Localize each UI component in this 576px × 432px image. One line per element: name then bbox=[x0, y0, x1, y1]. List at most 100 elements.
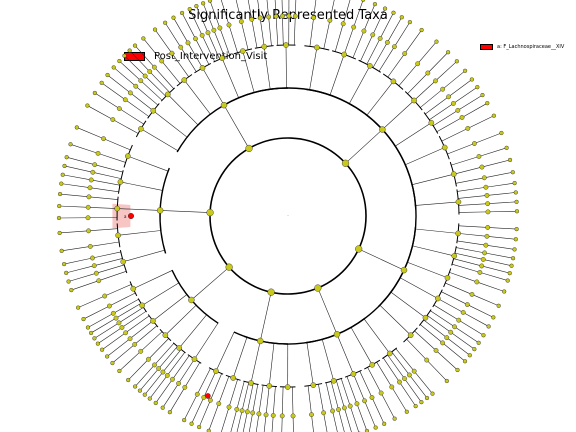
cladogram-edge bbox=[415, 228, 459, 234]
cladogram-node-318 bbox=[283, 42, 289, 48]
cladogram-node-286 bbox=[159, 58, 165, 64]
cladogram-edge bbox=[94, 258, 123, 266]
cladogram-node-319 bbox=[273, 13, 279, 19]
cladogram-edge bbox=[454, 252, 484, 260]
cladogram-edge bbox=[148, 338, 169, 360]
cladogram-node-170 bbox=[226, 404, 232, 410]
cladogram-node-38 bbox=[450, 101, 456, 106]
cladogram-node-216 bbox=[113, 315, 119, 321]
cladogram-edge bbox=[433, 304, 459, 321]
cladogram-edge bbox=[399, 277, 438, 299]
cladogram-node-291 bbox=[178, 44, 184, 50]
cladogram-edge bbox=[487, 210, 517, 213]
cladogram-node-300 bbox=[205, 30, 211, 36]
cladogram-edge bbox=[189, 9, 203, 36]
cladogram-edge bbox=[266, 0, 269, 17]
cladogram-edge bbox=[130, 92, 154, 111]
cladogram-edge bbox=[149, 375, 168, 399]
cladogram-node-74 bbox=[451, 253, 458, 259]
cladogram-node-37 bbox=[469, 77, 474, 82]
cladogram-edge bbox=[181, 12, 196, 39]
cladogram-node-240 bbox=[57, 230, 62, 236]
cladogram-edge bbox=[109, 292, 136, 307]
cladogram-node-127 bbox=[382, 421, 387, 426]
cladogram-edge bbox=[433, 110, 458, 126]
cladogram-edge bbox=[118, 230, 161, 236]
cladogram-node-90 bbox=[491, 315, 496, 320]
cladogram-node-100 bbox=[444, 335, 450, 341]
cladogram-node-67 bbox=[455, 230, 461, 237]
cladogram-edge bbox=[437, 298, 464, 313]
cladogram-node-199 bbox=[162, 332, 169, 338]
cladogram-node-137 bbox=[336, 407, 341, 412]
side-legend-label: a: F_Lachnospiraceae__XIV bbox=[497, 44, 565, 50]
cladogram-edge bbox=[160, 210, 211, 213]
cladogram-node-26 bbox=[415, 61, 421, 67]
cladogram-edge bbox=[448, 79, 473, 98]
cladogram-edge bbox=[275, 16, 279, 46]
cladogram-node-262 bbox=[245, 144, 253, 153]
cladogram-node-61 bbox=[485, 201, 491, 207]
cladogram-node-50 bbox=[476, 154, 482, 159]
cladogram-node-280 bbox=[122, 53, 127, 58]
cladogram-node-237 bbox=[87, 244, 93, 249]
cladogram-edge bbox=[390, 291, 426, 318]
cladogram-edge bbox=[104, 284, 132, 297]
cladogram-node-144 bbox=[309, 412, 314, 418]
cladogram-node-293 bbox=[185, 40, 191, 46]
cladogram-edge bbox=[64, 165, 93, 173]
cladogram-node-12 bbox=[361, 28, 367, 34]
cladogram-edge bbox=[379, 12, 394, 39]
cladogram-node-253 bbox=[90, 169, 96, 175]
cladogram-node-86 bbox=[469, 292, 475, 297]
cladogram-edge bbox=[68, 272, 97, 282]
cladogram-edge bbox=[309, 47, 318, 90]
cladogram-node-314 bbox=[257, 15, 263, 21]
cladogram-node-323 bbox=[286, 13, 292, 19]
cladogram-edge bbox=[395, 122, 432, 147]
cladogram-edge bbox=[213, 30, 225, 58]
cladogram-edge bbox=[409, 374, 428, 399]
cladogram-node-272 bbox=[127, 90, 133, 96]
cladogram-node-266 bbox=[85, 103, 90, 108]
cladogram-edge bbox=[263, 414, 267, 432]
cladogram-edge bbox=[242, 51, 255, 93]
cladogram-node-70 bbox=[484, 233, 490, 239]
cladogram-edge bbox=[144, 371, 164, 395]
cladogram-node-231 bbox=[66, 279, 71, 284]
cladogram-node-249 bbox=[87, 185, 93, 191]
cladogram-edge bbox=[360, 34, 374, 62]
cladogram-node-78 bbox=[509, 263, 514, 268]
cladogram-node-224 bbox=[76, 305, 81, 310]
cladogram-edge bbox=[446, 337, 470, 356]
cladogram-edge bbox=[209, 0, 221, 29]
cladogram-node-176 bbox=[197, 424, 202, 430]
cladogram-node-218 bbox=[110, 310, 116, 316]
cladogram-node-30 bbox=[445, 50, 451, 55]
cladogram-node-147 bbox=[257, 337, 264, 345]
cladogram-edge bbox=[219, 27, 231, 56]
cladogram-node-260 bbox=[101, 136, 106, 142]
cladogram-node-223 bbox=[102, 293, 108, 299]
cladogram-node-169 bbox=[230, 375, 236, 381]
cladogram-edge bbox=[268, 343, 275, 387]
cladogram-node-115 bbox=[424, 395, 430, 401]
cladogram-edge bbox=[318, 384, 324, 413]
cladogram-edge bbox=[260, 292, 272, 342]
cladogram-node-264 bbox=[138, 125, 144, 132]
cladogram-edge bbox=[407, 72, 429, 94]
cladogram-edge bbox=[329, 0, 335, 21]
cladogram-node-296 bbox=[179, 10, 185, 16]
cladogram-edge bbox=[483, 259, 512, 267]
cladogram-node-271 bbox=[99, 80, 104, 85]
cladogram-edge bbox=[376, 362, 393, 388]
cladogram-edge bbox=[441, 128, 468, 142]
cladogram-node-203 bbox=[117, 368, 122, 374]
cladogram-edge bbox=[202, 3, 215, 31]
cladogram-node-27 bbox=[434, 39, 439, 44]
cladogram-edge bbox=[329, 54, 345, 96]
cladogram-edge bbox=[158, 346, 178, 369]
cladogram-edge bbox=[281, 0, 283, 17]
cladogram-node-120 bbox=[369, 362, 376, 368]
cladogram-node-130 bbox=[354, 401, 360, 407]
